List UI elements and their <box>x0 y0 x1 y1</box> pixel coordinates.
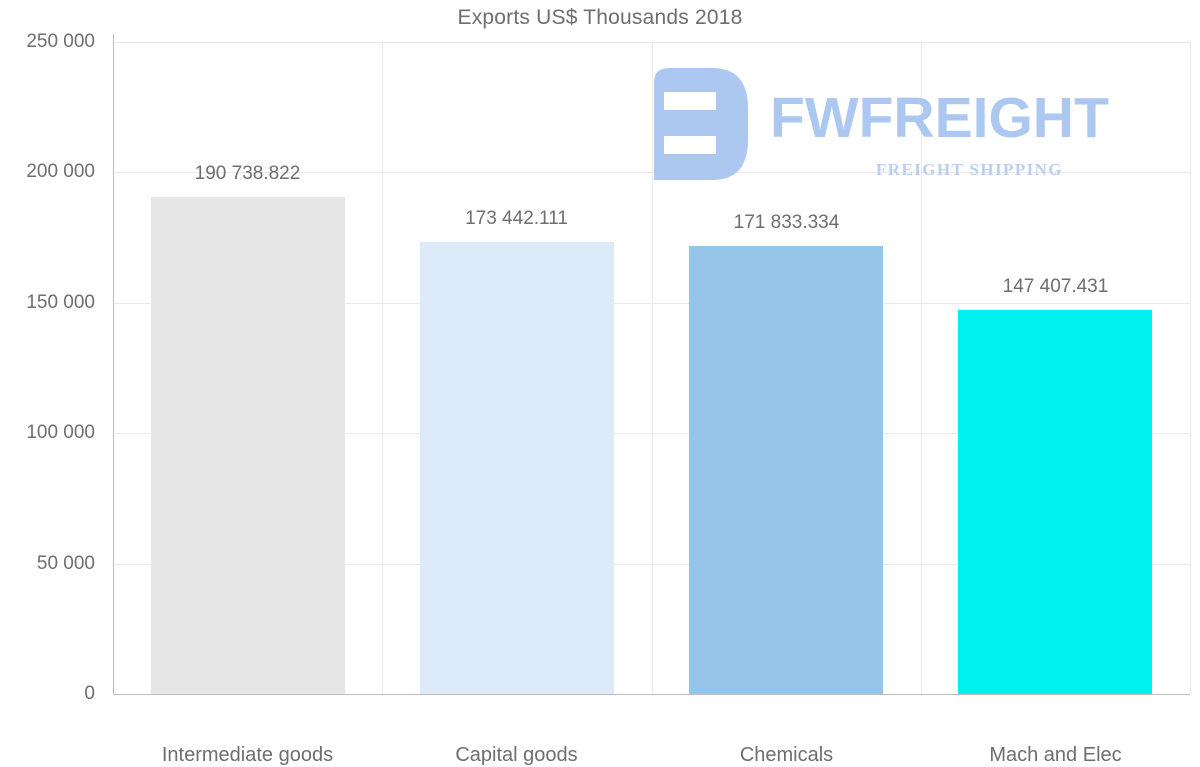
gridline-horizontal <box>113 172 1190 174</box>
gridline-vertical <box>921 42 922 694</box>
bar-value-label: 190 738.822 <box>194 162 301 184</box>
bar[interactable] <box>420 241 614 694</box>
gridline-horizontal <box>113 302 1190 304</box>
gridline-vertical <box>1190 42 1191 694</box>
y-axis-tick-label: 200 000 <box>26 161 95 183</box>
y-axis-tick-label: 50 000 <box>36 552 95 574</box>
bar-value-label: 147 407.431 <box>1002 275 1109 297</box>
gridline-vertical <box>652 42 653 694</box>
bar[interactable] <box>151 196 345 694</box>
x-axis-category-label: Mach and Elec <box>989 744 1122 766</box>
bar[interactable] <box>689 245 883 694</box>
gridline-horizontal <box>113 42 1190 43</box>
y-axis-line <box>113 34 114 694</box>
x-axis-category-label: Chemicals <box>739 744 834 766</box>
gridline-horizontal <box>113 694 1190 695</box>
gridline-horizontal <box>113 433 1190 435</box>
y-axis-tick-label: 250 000 <box>26 31 95 52</box>
y-axis-tick-label: 100 000 <box>26 422 95 444</box>
bar[interactable] <box>958 309 1152 694</box>
bar-value-label: 173 442.111 <box>465 207 568 229</box>
gridline-vertical <box>382 42 383 694</box>
plot-area: 0 50 000 100 000 150 000 200 000 250 000 190 … <box>26 31 1191 766</box>
x-axis-category-label: Capital goods <box>455 744 578 766</box>
bar-value-label: 171 833.334 <box>733 211 840 233</box>
gridline-horizontal <box>113 563 1190 565</box>
y-axis-tick-label: 150 000 <box>26 291 95 313</box>
y-axis-tick-label: 0 <box>84 683 95 704</box>
x-axis-category-label: Intermediate goods <box>161 744 334 766</box>
chart-title: Exports US$ Thousands 2018 <box>457 6 743 29</box>
